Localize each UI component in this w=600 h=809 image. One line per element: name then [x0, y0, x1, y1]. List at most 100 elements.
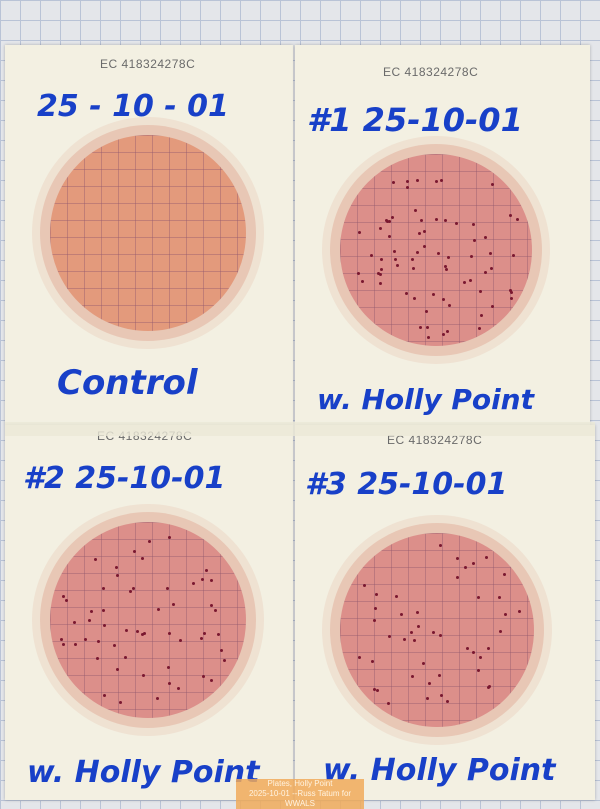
colony-dot: [88, 619, 92, 623]
colony-dot: [472, 651, 475, 655]
colony-dot: [171, 602, 175, 606]
colony-dot: [379, 257, 383, 261]
colony-dot: [432, 292, 436, 296]
colony-dot: [370, 660, 374, 663]
colony-dot: [437, 673, 441, 677]
colony-dot: [112, 643, 116, 647]
colony-dot: [62, 594, 66, 598]
colony-dot: [419, 219, 423, 223]
colony-dot: [216, 632, 220, 636]
colony-dot: [439, 694, 443, 698]
colony-dot: [406, 185, 410, 189]
colony-dot: [425, 697, 429, 701]
colony-dot: [476, 669, 480, 673]
colony-dot: [210, 678, 214, 682]
colony-dot: [484, 270, 488, 274]
colony-dot: [361, 280, 365, 284]
colony-dot: [128, 590, 132, 594]
colony-dot: [396, 264, 399, 268]
colony-dot: [485, 555, 489, 559]
colony-dot: [103, 624, 107, 628]
colony-dot: [95, 657, 99, 661]
colony-dot: [478, 655, 482, 659]
colony-dot: [421, 662, 425, 666]
colony-dot: [72, 621, 76, 625]
plate-code: EC 418324278C: [387, 433, 483, 447]
colony-dot: [423, 245, 427, 249]
colony-dot: [166, 586, 170, 590]
colony-dot: [358, 655, 362, 659]
colony-dot: [133, 549, 137, 553]
colony-dot: [412, 266, 416, 270]
colony-dot: [499, 630, 503, 634]
colony-dot: [177, 686, 181, 690]
colony-dot: [434, 179, 438, 183]
colony-dot: [508, 289, 512, 293]
colony-dot: [201, 675, 205, 679]
colony-dot: [102, 586, 106, 590]
colony-dot: [384, 218, 388, 222]
caption-line-2: 2025-10-01 --Russ Tatum for WWALS: [248, 789, 352, 808]
plate-top-label: #1 25-10-01: [307, 101, 523, 139]
plate-film: [50, 522, 246, 718]
colony-dot: [74, 643, 78, 647]
colony-dot: [465, 647, 469, 651]
colony-dot: [439, 544, 443, 548]
colony-dot: [472, 239, 476, 243]
colony-dot: [447, 303, 451, 307]
colony-dot: [455, 575, 459, 579]
colony-dot: [444, 264, 448, 268]
colony-dot: [148, 540, 152, 544]
colony-dot: [477, 326, 481, 330]
plate-card-1: EC 418324278C #1 25-10-01 w. Holly Point: [295, 45, 590, 425]
colony-dot: [399, 612, 403, 616]
colony-dot: [445, 699, 449, 703]
photo-caption: Plates, Holly Point 2025-10-01 --Russ Ta…: [236, 779, 364, 809]
colony-dot: [424, 310, 428, 314]
colony-dot: [428, 682, 432, 686]
colony-dot: [199, 637, 203, 641]
colony-dot: [370, 253, 374, 257]
colony-dot: [219, 648, 223, 652]
colony-dot: [410, 258, 414, 262]
colony-dot: [488, 252, 492, 256]
colony-dot: [380, 267, 384, 271]
colony-dot: [404, 291, 408, 295]
colony-dot: [415, 250, 419, 254]
colony-dot: [489, 266, 493, 270]
colony-dot: [416, 610, 420, 614]
colony-dot: [123, 655, 127, 659]
colony-dot: [167, 665, 171, 669]
colony-dot: [472, 561, 476, 565]
colony-dot: [387, 635, 391, 639]
plate-card-3: EC 418324278C #3 25-10-01 w. Holly Point: [295, 425, 595, 800]
colony-dot: [516, 217, 520, 221]
colony-dot: [168, 682, 172, 686]
colony-dot: [444, 267, 448, 271]
colony-dot: [191, 581, 195, 585]
colony-dot: [439, 634, 443, 638]
colony-dot: [434, 218, 438, 222]
colony-dot: [124, 629, 128, 633]
colony-dot: [375, 592, 379, 596]
plate-bottom-label: w. Holly Point: [317, 383, 534, 416]
plate-top-label: #2 25-10-01: [23, 461, 226, 496]
colony-dot: [509, 213, 513, 217]
colony-dot: [484, 236, 488, 240]
colony-dot: [490, 182, 494, 186]
colony-dot: [93, 558, 97, 562]
colony-dot: [209, 578, 213, 582]
colony-dot: [402, 638, 406, 642]
colony-dot: [439, 179, 443, 182]
colony-dot: [90, 609, 94, 613]
colony-dot: [141, 673, 145, 677]
colony-dot: [426, 335, 430, 339]
colony-dot: [406, 180, 410, 184]
colony-dot: [504, 613, 508, 617]
colony-dot: [416, 179, 420, 183]
colony-dot: [417, 624, 421, 628]
colony-dot: [414, 208, 418, 212]
colony-dot: [437, 252, 441, 256]
colony-dot: [141, 557, 145, 561]
colony-dot: [419, 325, 423, 329]
